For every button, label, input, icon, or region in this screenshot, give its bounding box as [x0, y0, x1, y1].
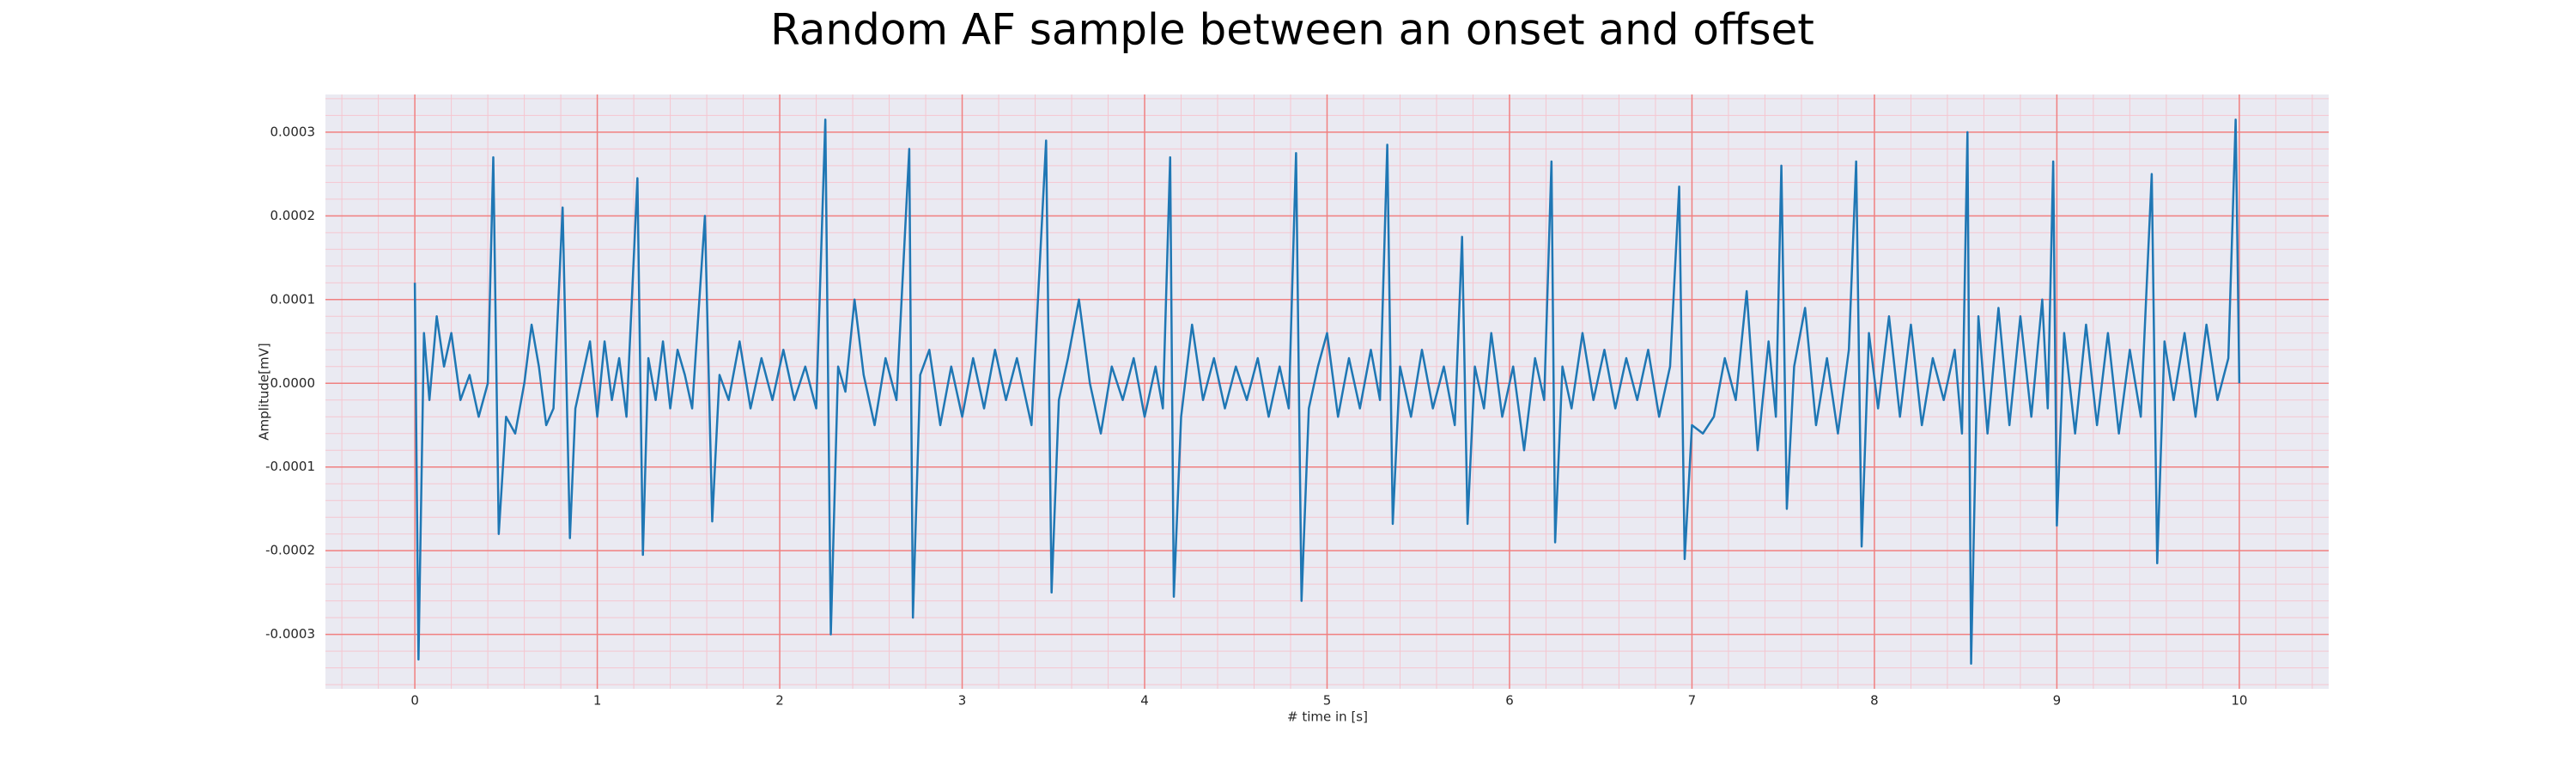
y-tick-label: 0.0001: [270, 291, 316, 307]
y-axis-label: Amplitude[mV]: [257, 343, 272, 440]
x-tick-label: 9: [2053, 693, 2062, 709]
x-tick-label: 1: [593, 693, 602, 709]
x-tick-label: 0: [410, 693, 419, 709]
y-tick-label: -0.0002: [265, 543, 315, 558]
x-tick-label: 8: [1870, 693, 1879, 709]
y-tick-label: 0.0002: [270, 208, 316, 223]
x-tick-label: 2: [775, 693, 784, 709]
y-tick-label: 0.0000: [270, 375, 316, 391]
y-tick-label: -0.0003: [265, 626, 315, 642]
plot-area: [325, 94, 2329, 689]
y-tick-label: 0.0003: [270, 124, 316, 139]
x-tick-label: 5: [1323, 693, 1332, 709]
y-tick-label: -0.0001: [265, 459, 315, 474]
x-axis-label: # time in [s]: [1287, 709, 1368, 725]
x-tick-label: 6: [1505, 693, 1514, 709]
x-tick-label: 3: [958, 693, 967, 709]
chart-title: Random AF sample between an onset and of…: [770, 5, 1814, 55]
x-tick-label: 10: [2231, 693, 2247, 709]
x-tick-label: 7: [1688, 693, 1697, 709]
signal-line: [413, 118, 2241, 666]
x-tick-label: 4: [1140, 693, 1149, 709]
